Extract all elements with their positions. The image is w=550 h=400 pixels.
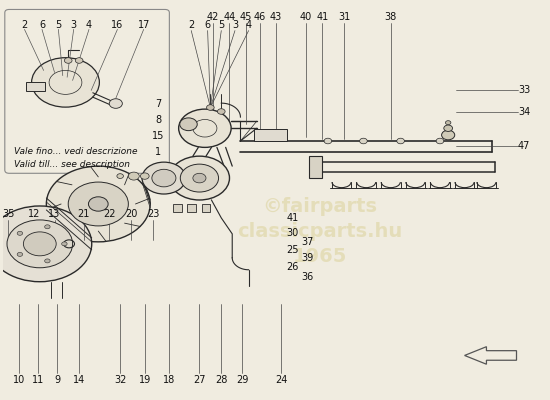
Text: 26: 26 xyxy=(286,262,299,272)
Text: 24: 24 xyxy=(275,375,288,385)
Text: 10: 10 xyxy=(13,375,25,385)
Text: 40: 40 xyxy=(300,12,312,22)
Circle shape xyxy=(109,99,122,108)
Text: 25: 25 xyxy=(286,245,299,255)
Text: 14: 14 xyxy=(73,375,85,385)
Circle shape xyxy=(169,156,229,200)
Circle shape xyxy=(142,162,186,194)
Text: 23: 23 xyxy=(147,209,159,219)
Text: 22: 22 xyxy=(103,209,115,219)
Text: 7: 7 xyxy=(155,99,162,109)
Text: 34: 34 xyxy=(518,107,530,117)
Text: 47: 47 xyxy=(518,141,530,151)
Circle shape xyxy=(46,166,150,242)
Text: 1: 1 xyxy=(155,147,162,157)
Text: 43: 43 xyxy=(270,12,282,22)
Circle shape xyxy=(17,231,23,235)
Circle shape xyxy=(193,173,206,183)
Text: 31: 31 xyxy=(338,12,350,22)
Text: 37: 37 xyxy=(301,237,314,247)
Circle shape xyxy=(324,138,332,144)
Text: 11: 11 xyxy=(32,375,45,385)
Circle shape xyxy=(152,169,176,187)
Circle shape xyxy=(68,182,128,226)
Circle shape xyxy=(7,220,73,268)
Text: ©fairparts
classicparts.hu
1965: ©fairparts classicparts.hu 1965 xyxy=(237,197,402,266)
Text: 38: 38 xyxy=(384,12,397,22)
Bar xyxy=(173,204,182,212)
Text: 28: 28 xyxy=(215,375,228,385)
Circle shape xyxy=(45,225,50,229)
Circle shape xyxy=(442,130,455,140)
Text: 36: 36 xyxy=(301,272,314,282)
Text: 15: 15 xyxy=(152,131,164,141)
Text: 17: 17 xyxy=(138,20,150,30)
Text: 2: 2 xyxy=(188,20,194,30)
Bar xyxy=(202,204,210,212)
Text: 41: 41 xyxy=(316,12,328,22)
Text: 16: 16 xyxy=(111,20,124,30)
Bar xyxy=(187,204,196,212)
Circle shape xyxy=(117,174,123,178)
Circle shape xyxy=(180,118,197,131)
Text: 42: 42 xyxy=(207,12,219,22)
Circle shape xyxy=(179,109,231,147)
Bar xyxy=(309,156,322,178)
Text: 2: 2 xyxy=(21,20,28,30)
Text: 9: 9 xyxy=(54,375,60,385)
Text: 4: 4 xyxy=(86,20,92,30)
Circle shape xyxy=(89,197,108,211)
Text: 45: 45 xyxy=(240,12,252,22)
Text: 19: 19 xyxy=(139,375,151,385)
Text: 5: 5 xyxy=(55,20,62,30)
Circle shape xyxy=(24,232,56,256)
Text: 41: 41 xyxy=(286,213,299,223)
Circle shape xyxy=(207,105,214,110)
Text: 3: 3 xyxy=(232,20,238,30)
Text: 20: 20 xyxy=(125,209,138,219)
Circle shape xyxy=(436,138,444,144)
Text: 3: 3 xyxy=(70,20,77,30)
Bar xyxy=(26,82,45,91)
Bar xyxy=(254,129,287,141)
Circle shape xyxy=(360,138,367,144)
Text: 6: 6 xyxy=(205,20,211,30)
Text: 21: 21 xyxy=(78,209,90,219)
Text: 12: 12 xyxy=(28,209,41,219)
Circle shape xyxy=(444,125,453,132)
Circle shape xyxy=(64,58,72,63)
Circle shape xyxy=(31,58,100,107)
Circle shape xyxy=(75,58,83,63)
Text: 13: 13 xyxy=(48,209,60,219)
Text: 8: 8 xyxy=(155,115,162,125)
Text: 18: 18 xyxy=(163,375,175,385)
Circle shape xyxy=(62,242,67,246)
Text: 4: 4 xyxy=(245,20,252,30)
Circle shape xyxy=(45,259,50,263)
Circle shape xyxy=(446,121,451,125)
Circle shape xyxy=(397,138,404,144)
Circle shape xyxy=(128,172,139,180)
Text: 27: 27 xyxy=(193,375,206,385)
Circle shape xyxy=(0,206,92,282)
Text: 44: 44 xyxy=(223,12,235,22)
Circle shape xyxy=(17,252,23,256)
Text: 32: 32 xyxy=(114,375,126,385)
Circle shape xyxy=(217,109,225,114)
Text: 46: 46 xyxy=(254,12,266,22)
Circle shape xyxy=(140,173,149,179)
Circle shape xyxy=(180,164,218,192)
Text: 33: 33 xyxy=(518,85,530,95)
Text: 5: 5 xyxy=(218,20,224,30)
Text: 29: 29 xyxy=(236,375,248,385)
Text: 39: 39 xyxy=(301,253,314,263)
Text: Vale fino... vedi descrizione
Valid till... see description: Vale fino... vedi descrizione Valid till… xyxy=(14,147,137,169)
Text: 35: 35 xyxy=(2,209,14,219)
FancyBboxPatch shape xyxy=(5,10,169,173)
Text: 30: 30 xyxy=(286,228,299,238)
Text: 6: 6 xyxy=(39,20,45,30)
